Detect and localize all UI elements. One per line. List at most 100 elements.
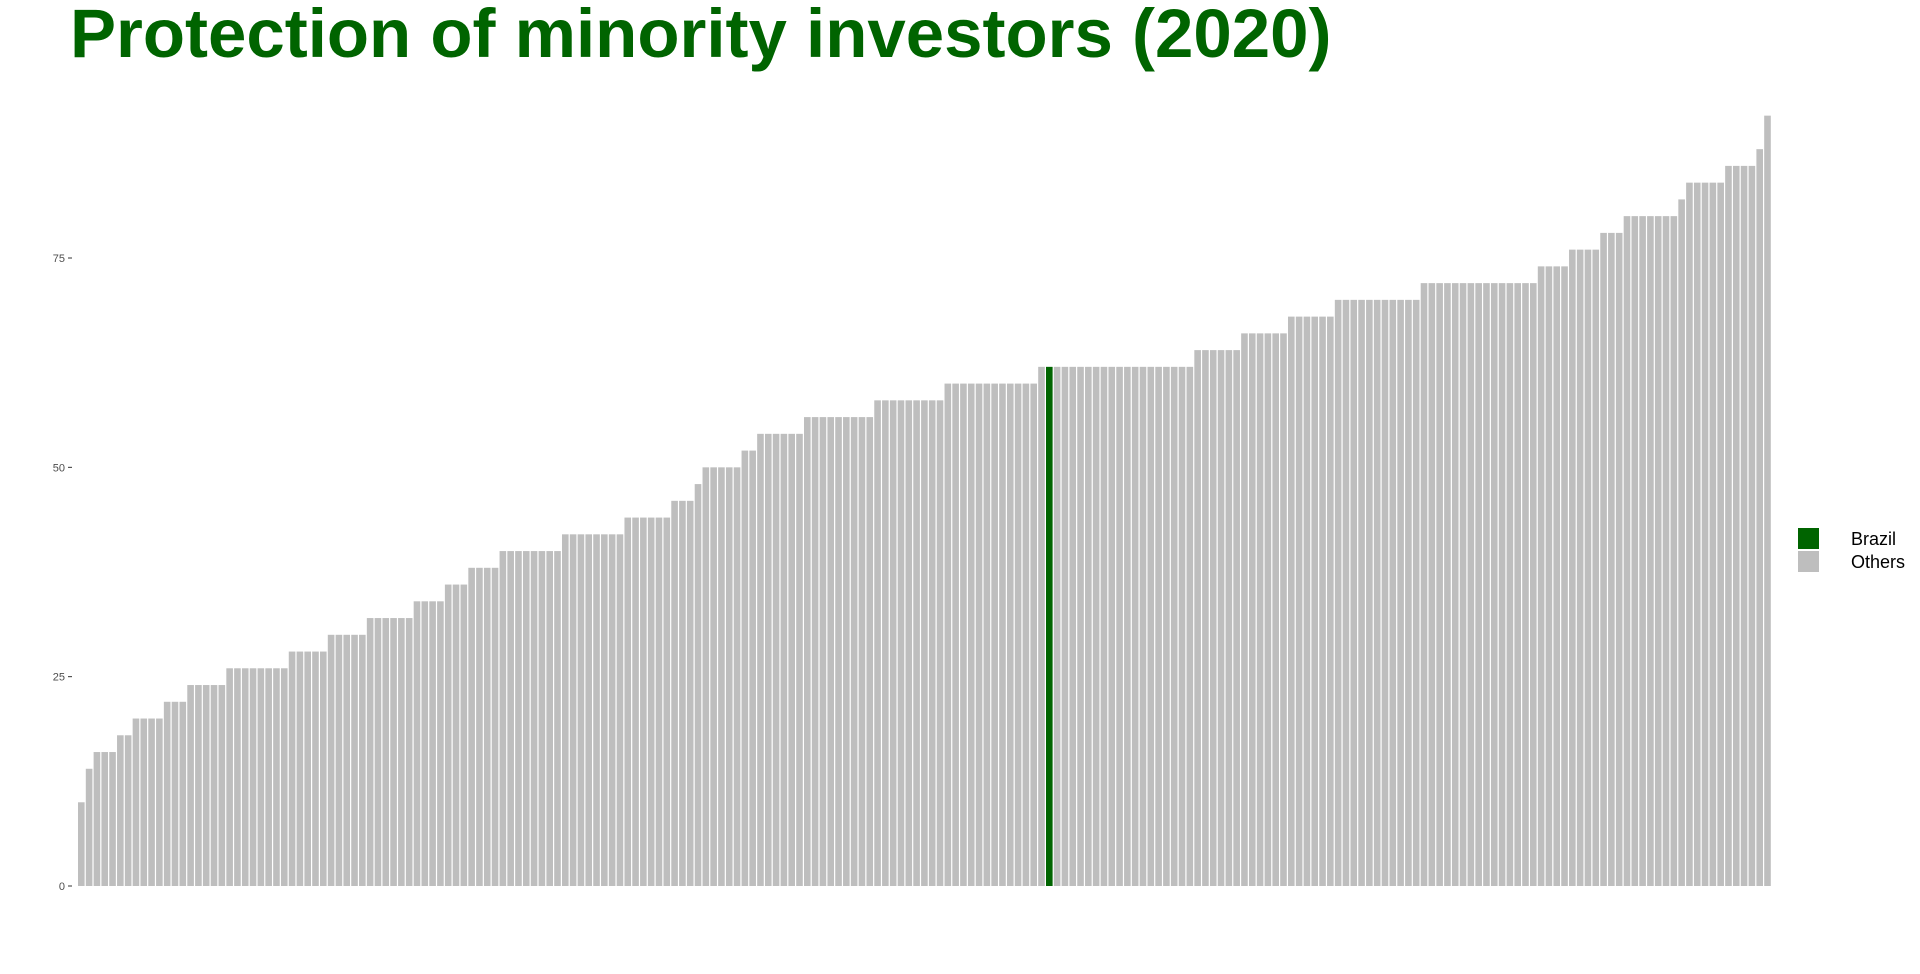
- bar: [1319, 316, 1326, 886]
- bar: [1170, 366, 1178, 887]
- bar: [452, 584, 460, 886]
- bar: [850, 417, 858, 886]
- bar: [132, 718, 140, 886]
- y-tick-label: 75: [53, 253, 65, 265]
- bar: [1295, 316, 1303, 886]
- bar: [1178, 366, 1186, 887]
- bar: [882, 400, 889, 886]
- bar: [1131, 366, 1139, 887]
- bar: [101, 752, 109, 886]
- bar: [554, 551, 561, 886]
- bar: [1709, 182, 1717, 886]
- bar: [1092, 366, 1100, 887]
- bar: [1444, 283, 1451, 886]
- bar: [530, 551, 538, 886]
- bar: [382, 618, 390, 886]
- bar: [1483, 283, 1490, 886]
- bar: [117, 735, 124, 886]
- bar: [1381, 299, 1389, 886]
- bar: [1288, 316, 1295, 886]
- bar: [468, 567, 475, 886]
- bar: [515, 551, 522, 886]
- bar: [686, 500, 694, 886]
- bar: [1077, 366, 1084, 887]
- bar: [1248, 333, 1256, 886]
- bar: [655, 517, 663, 886]
- bar: [679, 500, 686, 886]
- bar: [819, 417, 827, 886]
- bar: [1537, 266, 1545, 886]
- bar: [1545, 266, 1553, 886]
- bar: [1459, 283, 1467, 886]
- bar: [811, 417, 819, 886]
- bar: [647, 517, 655, 886]
- bar: [1514, 283, 1521, 886]
- bar: [1280, 333, 1287, 886]
- bar: [616, 534, 624, 886]
- bar: [1006, 383, 1014, 886]
- bar: [1686, 182, 1693, 886]
- bar: [1108, 366, 1116, 887]
- bar: [593, 534, 600, 886]
- bar: [569, 534, 577, 886]
- bar: [1350, 299, 1358, 886]
- bar: [952, 383, 959, 886]
- bar: [1600, 232, 1607, 886]
- bar: [1358, 299, 1365, 886]
- bar: [202, 685, 210, 886]
- bar: [780, 433, 788, 886]
- bar: [1147, 366, 1155, 887]
- bar: [226, 668, 233, 886]
- bar: [288, 651, 296, 886]
- bar: [390, 618, 397, 886]
- bar: [866, 417, 874, 886]
- bar: [538, 551, 546, 886]
- bar: [109, 752, 116, 886]
- bar: [991, 383, 998, 886]
- bar: [663, 517, 671, 886]
- bar: [796, 433, 803, 886]
- bar: [905, 400, 913, 886]
- bar: [1717, 182, 1724, 886]
- bar: [788, 433, 795, 886]
- bar: [405, 618, 413, 886]
- bar: [1397, 299, 1404, 886]
- bar: [928, 400, 936, 886]
- bar: [218, 685, 226, 886]
- bar: [1490, 283, 1498, 886]
- bar: [1608, 232, 1615, 886]
- bar-brazil: [1046, 366, 1053, 887]
- bar: [265, 668, 272, 886]
- bar: [1366, 299, 1373, 886]
- bar: [1342, 299, 1350, 886]
- bar: [1576, 249, 1584, 886]
- bar: [93, 752, 101, 886]
- bar: [1451, 283, 1459, 886]
- bar: [577, 534, 585, 886]
- legend-label-others: Others: [1851, 552, 1905, 572]
- bar: [148, 718, 155, 886]
- bar: [546, 551, 553, 886]
- bar: [1764, 115, 1771, 886]
- bar: [741, 450, 749, 886]
- bar: [312, 651, 319, 886]
- bar: [320, 651, 327, 886]
- bar: [1022, 383, 1030, 886]
- legend-swatch-brazil: [1798, 528, 1819, 549]
- bar: [804, 417, 811, 886]
- bar: [1085, 366, 1092, 887]
- bar: [608, 534, 616, 886]
- bar: [1202, 350, 1209, 886]
- bar: [1405, 299, 1412, 886]
- bar: [999, 383, 1006, 886]
- bar: [585, 534, 593, 886]
- bar: [1038, 366, 1045, 887]
- bar: [234, 668, 241, 886]
- bar: [460, 584, 468, 886]
- bar: [1327, 316, 1334, 886]
- bar: [1186, 366, 1194, 887]
- bar: [671, 500, 678, 886]
- bar: [1732, 165, 1740, 886]
- bar: [889, 400, 897, 886]
- bar: [1069, 366, 1077, 887]
